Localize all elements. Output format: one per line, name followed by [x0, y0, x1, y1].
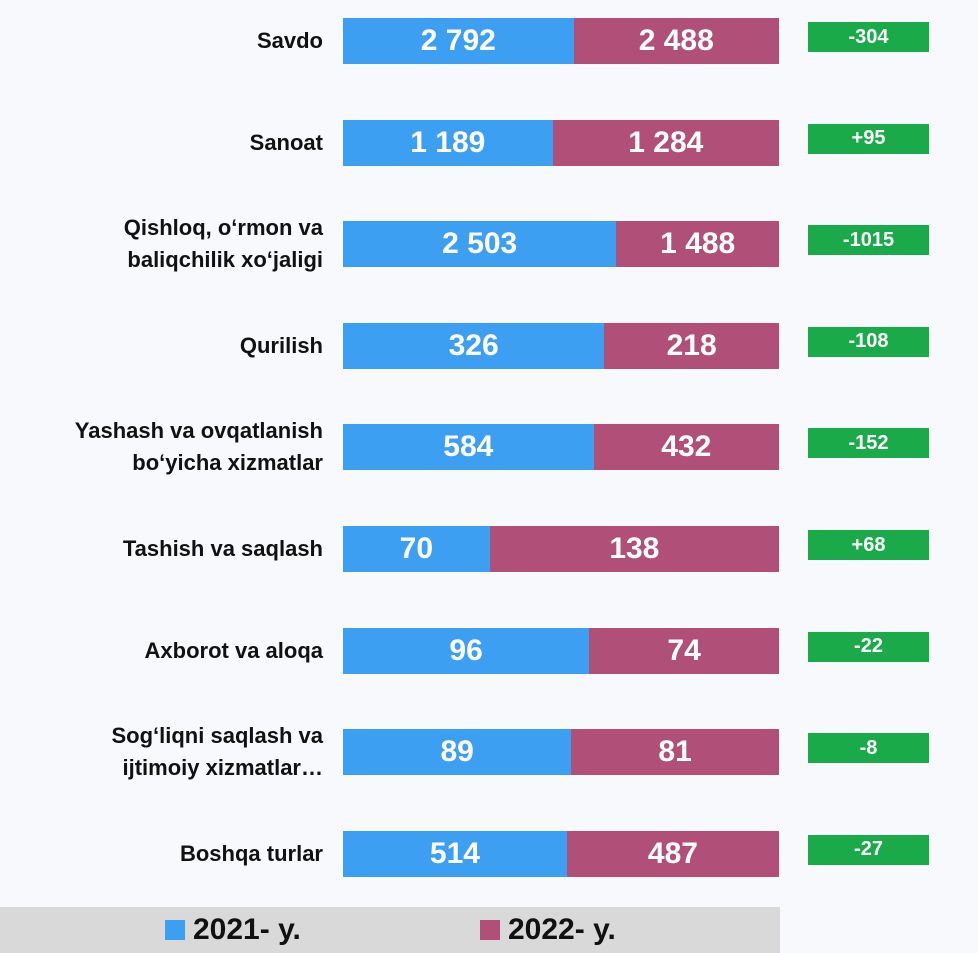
category-label: Qurilish: [239, 332, 323, 358]
bar-segment: 2 503: [343, 221, 617, 268]
legend-item: 2021- y.: [165, 907, 301, 953]
difference-box: -152: [808, 428, 929, 459]
bar-segment: 1 284: [552, 119, 779, 166]
category-label: Yashash va ovqatlanish bo‘yicha xizmatla…: [74, 418, 323, 476]
value-label: 74: [667, 633, 701, 667]
value-label: 138: [609, 532, 660, 565]
value-label: 218: [666, 328, 717, 362]
bar-segment: 89: [343, 729, 572, 776]
value-label: 2 488: [638, 24, 714, 57]
difference-label: +68: [851, 533, 886, 556]
bar-segment: 81: [571, 729, 779, 776]
bar-segment: 218: [604, 322, 779, 369]
value-label: 2 792: [420, 24, 496, 57]
difference-box: -304: [808, 22, 929, 52]
difference-label: -8: [859, 736, 878, 759]
difference-label: -22: [854, 635, 883, 658]
difference-box: -27: [808, 834, 929, 865]
category-label: Boshqa turlar: [179, 840, 323, 866]
value-label: 487: [647, 836, 698, 870]
value-label: 70: [399, 532, 434, 565]
category-label: Qishloq, o‘rmon va baliqchilik xo‘jaligi: [123, 215, 323, 273]
value-label: 89: [440, 735, 474, 769]
difference-label: -1015: [842, 228, 895, 251]
bar-segment: 74: [589, 627, 779, 674]
category-label: Tashish va saqlash: [122, 536, 323, 561]
bar-segment: 70: [343, 526, 490, 572]
legend-swatch: [165, 920, 185, 940]
difference-label: -108: [848, 330, 889, 353]
bar-segment: 2 488: [573, 18, 779, 64]
value-label: 514: [429, 836, 480, 870]
legend-item: 2022- y.: [480, 907, 616, 953]
bar-segment: 432: [593, 424, 779, 471]
difference-box: -8: [808, 733, 929, 764]
bar-segment: 1 189: [343, 119, 553, 166]
bar-segment: 487: [566, 830, 779, 877]
bar-segment: 326: [343, 322, 605, 369]
difference-box: -1015: [808, 225, 929, 256]
bar-segment: 138: [489, 526, 779, 572]
value-label: 1 284: [628, 125, 704, 159]
category-label: Sanoat: [249, 129, 323, 155]
category-label: Sog‘liqni saqlash va ijtimoiy xizmatlar…: [111, 723, 323, 781]
value-label: 96: [449, 633, 483, 667]
legend-label: 2022- y.: [508, 913, 616, 946]
bar-segment: 1 488: [616, 221, 779, 268]
legend-swatch: [480, 920, 500, 940]
bar-segment: 514: [343, 830, 567, 877]
bar-segment: 2 792: [343, 18, 574, 64]
legend: 2021- y. 2022- y.: [0, 907, 780, 953]
category-label: Savdo: [256, 28, 323, 53]
difference-box: -108: [808, 326, 929, 357]
value-label: 432: [661, 430, 712, 464]
difference-box: -22: [808, 631, 929, 662]
difference-box: +68: [808, 530, 929, 560]
difference-label: +95: [851, 127, 886, 150]
difference-box: +95: [808, 123, 929, 154]
category-label: Axborot va aloqa: [144, 637, 323, 663]
value-label: 81: [658, 735, 692, 769]
legend-label: 2021- y.: [193, 913, 301, 946]
value-label: 584: [443, 430, 494, 464]
value-label: 1 189: [410, 125, 486, 159]
value-label: 1 488: [660, 227, 736, 261]
bar-segment: 584: [343, 424, 594, 471]
value-label: 2 503: [442, 227, 518, 261]
difference-label: -27: [854, 838, 883, 861]
bar-segment: 96: [343, 627, 590, 674]
difference-label: -152: [848, 431, 889, 454]
value-label: 326: [448, 328, 499, 362]
difference-label: -304: [848, 25, 889, 48]
